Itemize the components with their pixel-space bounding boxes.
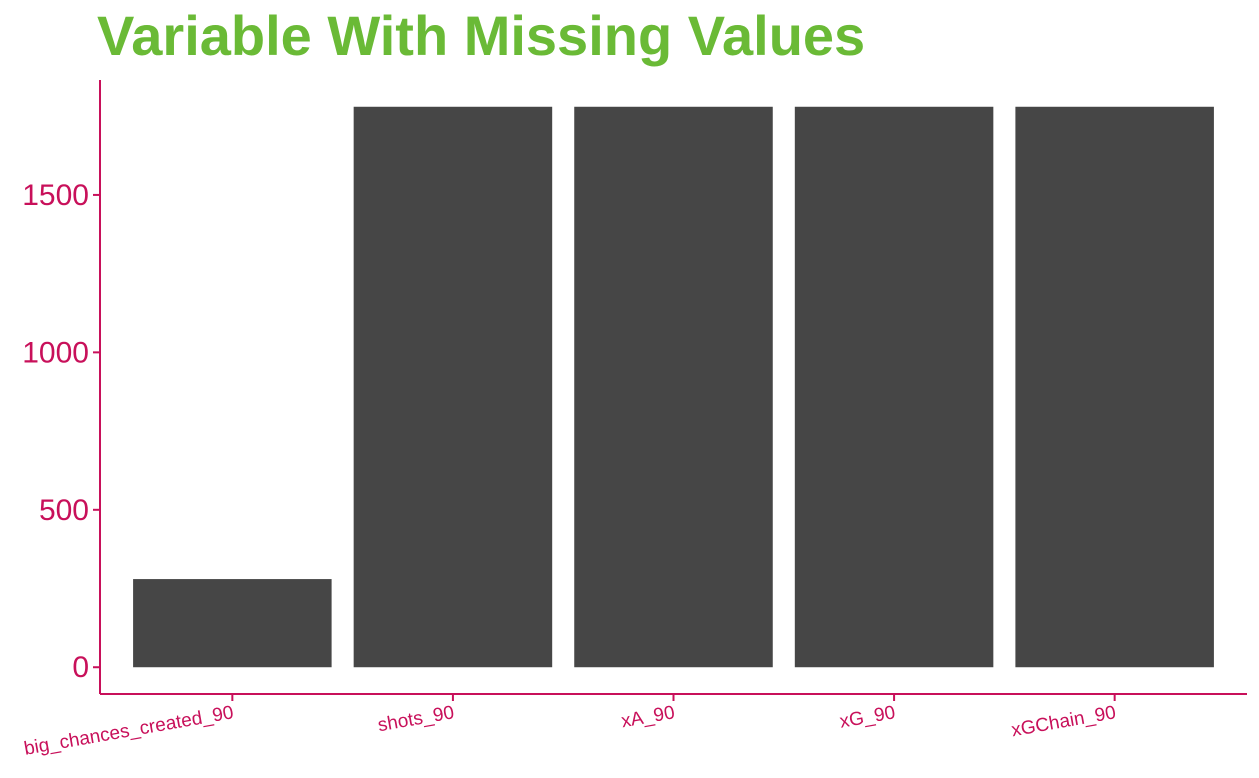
chart-title: Variable With Missing Values — [97, 4, 866, 67]
y-tick-label: 1500 — [22, 179, 89, 212]
y-tick-label: 0 — [72, 651, 89, 684]
x-tick-label-big_chances_created_90: big_chances_created_90 — [22, 702, 235, 760]
bar-xA_90 — [574, 106, 773, 668]
bar-xG_90 — [794, 106, 994, 668]
x-tick-label-xGChain_90: xGChain_90 — [1010, 702, 1118, 741]
y-tick-label: 500 — [39, 494, 89, 527]
bars-layer — [133, 106, 1214, 668]
bar-big_chances_created_90 — [133, 579, 332, 668]
x-tick-label-xG_90: xG_90 — [838, 702, 897, 732]
bar-xGChain_90 — [1015, 106, 1214, 668]
x-tick-label-shots_90: shots_90 — [376, 702, 456, 736]
x-tick-label-xA_90: xA_90 — [620, 702, 677, 732]
y-tick-label: 1000 — [22, 336, 89, 369]
bar-shots_90 — [353, 106, 553, 668]
